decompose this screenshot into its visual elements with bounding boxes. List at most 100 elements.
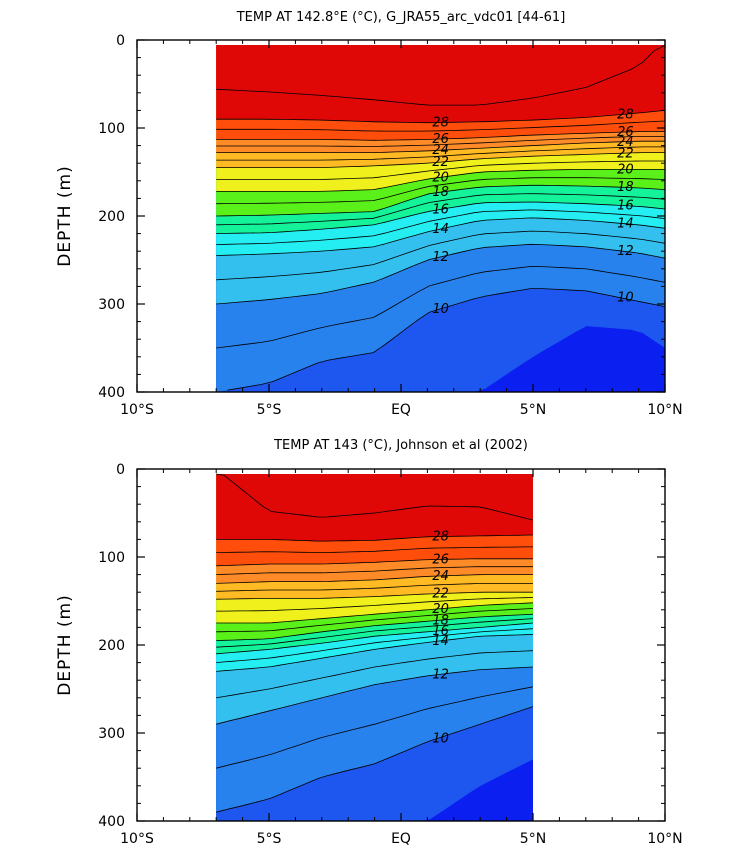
y-tick-label: 200 [98, 638, 125, 654]
contour-label: 18 [432, 613, 449, 628]
contour-line [216, 546, 533, 554]
x-tick-label: 5°N [520, 831, 546, 847]
contour-line [216, 602, 534, 624]
contour-label: 18 [432, 185, 449, 200]
contour-line [216, 209, 666, 245]
contour-line [216, 201, 666, 234]
contour-line [216, 534, 534, 542]
contour-line [216, 140, 665, 153]
contour-line [216, 618, 534, 648]
contour-line [216, 591, 533, 600]
contour-line [216, 146, 665, 161]
contour-label: 22 [432, 155, 449, 170]
contour-line [216, 266, 666, 349]
x-tick-label: 5°S [257, 402, 282, 418]
y-axis-label: DEPTH (m) [55, 594, 75, 695]
contour-label: 28 [432, 116, 449, 131]
x-tick-label: 10°S [120, 402, 154, 418]
contour-label: 26 [432, 132, 449, 147]
x-tick-label: EQ [391, 402, 411, 418]
contour-label: 28 [617, 108, 634, 123]
contour-line [216, 574, 533, 584]
x-tick-label: 5°N [520, 402, 546, 418]
contour-line [216, 622, 534, 655]
contour-line [216, 44, 666, 106]
y-tick-label: 100 [98, 550, 125, 566]
contour-line [216, 666, 534, 725]
contour-line [216, 177, 666, 205]
contour-label: 26 [432, 552, 449, 567]
contour-fill-group [216, 45, 665, 392]
contour-line-group [216, 44, 666, 391]
contour-label: 16 [432, 624, 449, 639]
contour-band [216, 474, 533, 520]
contour-line [216, 110, 666, 124]
contour-label: 22 [617, 146, 634, 161]
contour-line [216, 613, 534, 641]
x-tick-label: EQ [391, 831, 411, 847]
contour-line [227, 288, 666, 391]
contour-label: 10 [432, 731, 449, 746]
contour-line [216, 152, 665, 168]
contour-line [216, 473, 534, 521]
y-tick-label: 200 [98, 209, 125, 225]
contour-line [216, 608, 534, 633]
contour-line [216, 597, 534, 612]
contour-line [216, 628, 534, 663]
contour-line [216, 706, 534, 813]
contour-label: 24 [432, 143, 449, 158]
contour-label: 20 [432, 602, 449, 617]
contour-line [216, 217, 666, 256]
contour-line [216, 160, 665, 180]
contour-line [216, 193, 666, 226]
y-axis-label: DEPTH (m) [55, 165, 75, 266]
chart-title: TEMP AT 143 (°C), Johnson et al (2002) [273, 438, 528, 453]
contour-label: 14 [617, 216, 634, 231]
contour-line [216, 169, 665, 192]
y-tick-label: 400 [98, 814, 125, 830]
contour-line [216, 230, 666, 281]
contour-line [216, 583, 533, 592]
contour-label: 12 [432, 668, 449, 683]
contour-line [216, 136, 665, 147]
contour-label: 14 [432, 634, 449, 649]
contour-label: 28 [432, 530, 449, 545]
contour-line [216, 184, 666, 217]
contour-line [216, 558, 533, 567]
y-tick-label: 100 [98, 121, 125, 137]
contour-fill-group [216, 474, 533, 821]
contour-line [216, 634, 534, 672]
x-tick-label: 10°N [647, 831, 682, 847]
contour-label: 14 [432, 222, 449, 237]
contour-label: 20 [432, 170, 449, 185]
x-tick-label: 10°S [120, 831, 154, 847]
contour-line-group [216, 473, 534, 813]
contour-label: 18 [617, 180, 634, 195]
contour-line [216, 120, 666, 132]
contour-line [216, 686, 534, 769]
contour-band [216, 45, 665, 106]
contour-label: 16 [432, 202, 449, 217]
contour-label: 20 [617, 162, 634, 177]
y-tick-label: 0 [116, 462, 125, 478]
contour-label: 10 [432, 302, 449, 317]
chart-title: TEMP AT 142.8°E (°C), G_JRA55_arc_vdc01 … [236, 10, 566, 25]
contour-line [216, 566, 533, 575]
contour-label: 10 [617, 291, 634, 306]
y-tick-label: 400 [98, 385, 125, 401]
contour-line [216, 650, 534, 699]
x-tick-label: 10°N [647, 402, 682, 418]
contour-label: 22 [432, 587, 449, 602]
contour-label: 16 [617, 198, 634, 213]
contour-label: 12 [617, 244, 634, 259]
contour-line [216, 131, 665, 141]
y-tick-label: 0 [116, 33, 125, 49]
contour-label: 26 [617, 125, 634, 140]
contour-label: 24 [432, 569, 449, 584]
y-tick-label: 300 [98, 297, 125, 313]
